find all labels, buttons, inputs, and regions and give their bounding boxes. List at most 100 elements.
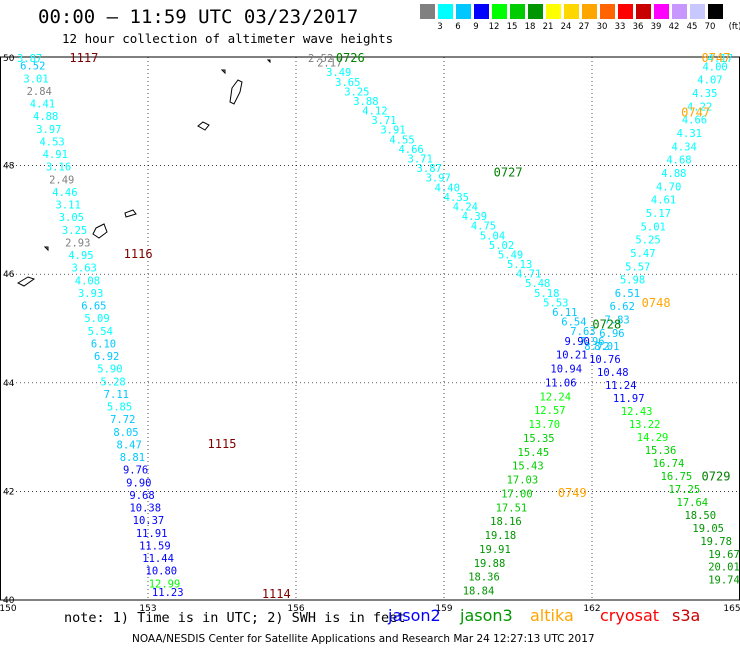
wave-height-value: 3.11 [56, 200, 81, 212]
wave-height-value: 3.97 [36, 124, 61, 136]
wave-height-value: 4.88 [33, 111, 58, 123]
time-label: 0728 [592, 318, 621, 332]
legend-swatch [510, 4, 525, 19]
legend-swatch [672, 4, 687, 19]
wave-height-value: 4.31 [677, 128, 702, 140]
wave-height-value: 5.13 [507, 259, 532, 271]
wave-height-value: 3.93 [78, 288, 103, 300]
wave-height-value: 5.01 [641, 221, 666, 233]
wave-height-value: 5.25 [635, 235, 660, 247]
wave-height-value: 4.66 [398, 144, 423, 156]
wave-height-value: 4.46 [52, 187, 77, 199]
legend-swatch [546, 4, 561, 19]
wave-height-value: 3.05 [59, 212, 84, 224]
wave-height-value: 19.67 [708, 549, 740, 561]
wave-height-values: 3.876.523.012.844.414.883.974.534.913.16… [17, 53, 740, 599]
legend-label: 39 [650, 22, 662, 32]
wave-height-value: 11.97 [613, 393, 645, 405]
wave-height-value: 4.17 [708, 53, 733, 65]
wave-height-value: 4.40 [435, 182, 460, 194]
legend-swatch [636, 4, 651, 19]
wave-height-value: 3.25 [344, 86, 369, 98]
coastline-island [266, 59, 271, 64]
wave-height-value: 11.23 [152, 587, 184, 599]
legend-swatch [438, 4, 453, 19]
wave-height-value: 17.64 [677, 497, 709, 509]
wave-height-value: 8.01 [594, 341, 619, 353]
wave-height-value: 15.35 [523, 433, 555, 445]
wave-height-value: 3.88 [353, 96, 378, 108]
wave-height-value: 2.49 [49, 174, 74, 186]
wave-height-value: 3.16 [46, 162, 71, 174]
wave-height-value: 4.41 [30, 99, 55, 111]
coastline-island [16, 276, 36, 287]
legend-swatch [420, 4, 435, 19]
legend-label: 12 [488, 22, 500, 32]
wave-height-value: 6.10 [91, 338, 116, 350]
wave-height-value: 3.71 [408, 154, 433, 166]
wave-height-value: 13.70 [529, 419, 561, 431]
wave-height-value: 8.81 [120, 452, 145, 464]
wave-height-value: 7.96 [579, 336, 604, 348]
time-label: 0747 [702, 51, 731, 65]
wave-height-value: 12.43 [621, 406, 653, 418]
y-tick-label: 50 [3, 54, 15, 64]
wave-height-value: 4.00 [702, 61, 727, 73]
wave-height-value: 5.47 [630, 248, 655, 260]
wave-height-value: 6.92 [94, 351, 119, 363]
wave-height-value: 14.29 [637, 432, 669, 444]
wave-height-value: 7.63 [570, 326, 595, 338]
wave-height-value: 15.36 [645, 445, 677, 457]
wave-height-value: 17.03 [507, 475, 539, 487]
axis-ticks: 150 153 156 159 162 165 40 42 44 46 48 50 [0, 54, 740, 614]
wave-height-value: 5.48 [525, 278, 550, 290]
coastline-island [92, 223, 108, 239]
wave-height-value: 7.83 [604, 315, 629, 327]
x-tick-label: 156 [287, 604, 304, 614]
wave-height-value: 2.52 [308, 53, 333, 65]
legend-swatch [456, 4, 471, 19]
wave-height-value: 9.90 [565, 336, 590, 348]
wave-height-value: 18.50 [684, 510, 716, 522]
time-label: 0747 [681, 106, 710, 120]
credit-text: NOAA/NESDIS Center for Satellite Applica… [132, 633, 595, 645]
wave-height-value: 4.88 [661, 168, 686, 180]
y-tick-label: 42 [3, 487, 14, 497]
wave-height-value: 4.91 [43, 149, 68, 161]
coastline-island [197, 121, 210, 131]
wave-height-value: 12.57 [534, 405, 566, 417]
wave-height-value: 12.99 [149, 578, 181, 590]
wave-height-value: 4.70 [656, 181, 681, 193]
coastline-island [124, 209, 137, 218]
wave-height-value: 3.87 [417, 163, 442, 175]
wave-height-value: 4.07 [697, 75, 722, 87]
wave-height-value: 16.74 [653, 458, 685, 470]
legend-label: 9 [473, 22, 479, 32]
wave-height-value: 4.39 [462, 211, 487, 223]
wave-height-value: 7.72 [110, 414, 135, 426]
wave-height-value: 6.62 [610, 301, 635, 313]
wave-height-value: 2.84 [27, 86, 52, 98]
wave-height-value: 6.54 [561, 317, 586, 329]
time-label: 1117 [69, 51, 98, 65]
legend-label: 21 [542, 22, 554, 32]
wave-height-value: 17.51 [496, 502, 528, 514]
wave-height-value: 5.18 [534, 288, 559, 300]
wave-height-value: 4.22 [687, 101, 712, 113]
wave-height-value: 5.53 [543, 297, 568, 309]
time-label: 1115 [208, 437, 237, 451]
wave-height-value: 4.55 [389, 134, 414, 146]
legend-swatch [564, 4, 579, 19]
wave-height-value: 18.16 [490, 516, 522, 528]
legend-label: 24 [560, 22, 572, 32]
wave-height-value: 4.08 [75, 275, 100, 287]
time-label: 0726 [336, 51, 365, 65]
legend-swatch [492, 4, 507, 19]
wave-height-value: 5.09 [84, 313, 109, 325]
wave-height-value: 8.05 [113, 427, 138, 439]
wave-height-value: 6.96 [599, 328, 624, 340]
coastline-island [229, 79, 243, 105]
legend-label: 33 [614, 22, 626, 32]
wave-height-value: 18.36 [468, 572, 500, 584]
